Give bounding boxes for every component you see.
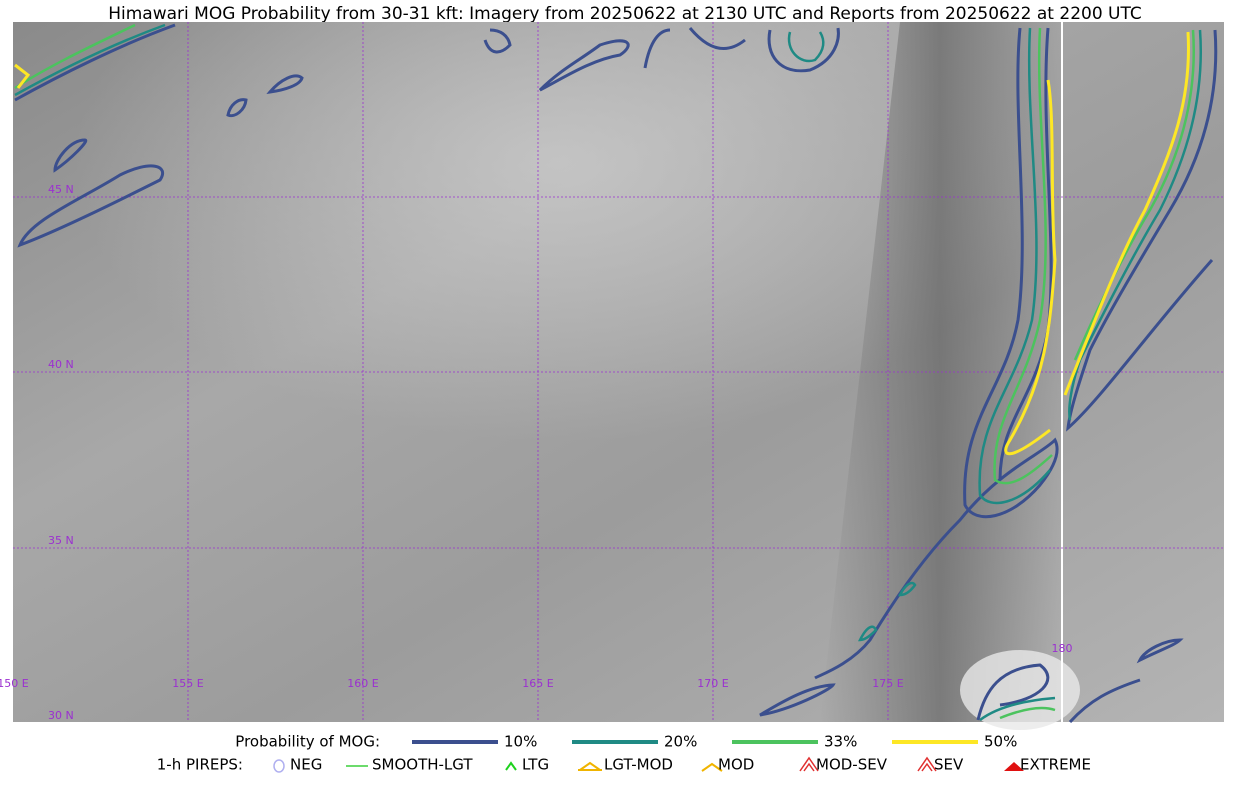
contour-10 [1066, 29, 1218, 432]
contour-10 [976, 663, 1141, 724]
contour-10 [538, 39, 630, 92]
graticule-labels: 45 N 40 N 35 N 30 N 150 E 155 E 160 E 165 E 170 … [0, 183, 1073, 722]
contour-33 [14, 23, 136, 90]
contour-10 [767, 27, 840, 73]
contour-20 [978, 27, 1051, 505]
contour-10 [759, 683, 836, 717]
legend-label: 20% [664, 733, 697, 751]
contour-10 [14, 23, 176, 102]
contour-20 [787, 31, 825, 63]
contour-10 [17, 164, 164, 248]
contour-20 [1068, 29, 1202, 421]
lat-label: 40 N [48, 358, 74, 371]
contour-33 [1073, 29, 1195, 361]
contour-20 [857, 581, 917, 642]
lat-label: 45 N [48, 183, 74, 196]
lon-label: 165 E [522, 677, 553, 690]
legend-title: 1-h PIREPS: [157, 756, 243, 774]
contour-10 [643, 27, 746, 69]
lon-label: 150 E [0, 677, 29, 690]
probability-contours [14, 23, 1218, 724]
legend: Probability of MOG: 10% 20% 33% 50% 1-h PIREP… [157, 733, 1091, 774]
pirep-label: SMOOTH-LGT [372, 756, 473, 774]
contour-50 [14, 63, 31, 89]
contour-10 [1136, 638, 1184, 664]
pirep-symbol [578, 761, 602, 771]
pirep-label: LTG [522, 756, 549, 774]
pirep-label: MOD [718, 756, 754, 774]
pirep-label: MOD-SEV [816, 756, 888, 774]
legend-label: 50% [984, 733, 1017, 751]
pirep-symbol [701, 762, 723, 772]
lon-label: 155 E [172, 677, 203, 690]
contour-10 [226, 98, 248, 118]
dry-band [820, 22, 1060, 722]
contour-33 [993, 27, 1053, 485]
contour-33 [999, 706, 1056, 720]
contour-20 [979, 696, 1056, 722]
pirep-symbol [1004, 762, 1024, 771]
legend-title: Probability of MOG: [235, 733, 380, 751]
contour-20 [14, 23, 166, 97]
contour-10 [266, 74, 304, 94]
pirep-label: SEV [934, 756, 964, 774]
lat-label: 30 N [48, 709, 74, 722]
pirep-label: LGT-MOD [604, 756, 673, 774]
lon-label: 170 E [697, 677, 728, 690]
contour-10 [483, 28, 512, 54]
pirep-label: EXTREME [1020, 756, 1091, 774]
legend-label: 33% [824, 733, 857, 751]
map-title: Himawari MOG Probability from 30-31 kft:… [108, 4, 1142, 24]
pirep-symbol [799, 756, 819, 772]
lon-label: 160 E [347, 677, 378, 690]
contour-10 [53, 138, 88, 173]
contour-50 [1004, 79, 1057, 456]
lat-label: 35 N [48, 534, 74, 547]
contour-50 [1063, 31, 1190, 396]
legend-label: 10% [504, 733, 537, 751]
pirep-symbol [273, 759, 285, 773]
lon-label: 180 [1052, 642, 1073, 655]
pirep-label: NEG [290, 756, 322, 774]
lon-label: 175 E [872, 677, 903, 690]
pirep-symbol [505, 761, 517, 771]
pirep-symbol [917, 756, 937, 772]
